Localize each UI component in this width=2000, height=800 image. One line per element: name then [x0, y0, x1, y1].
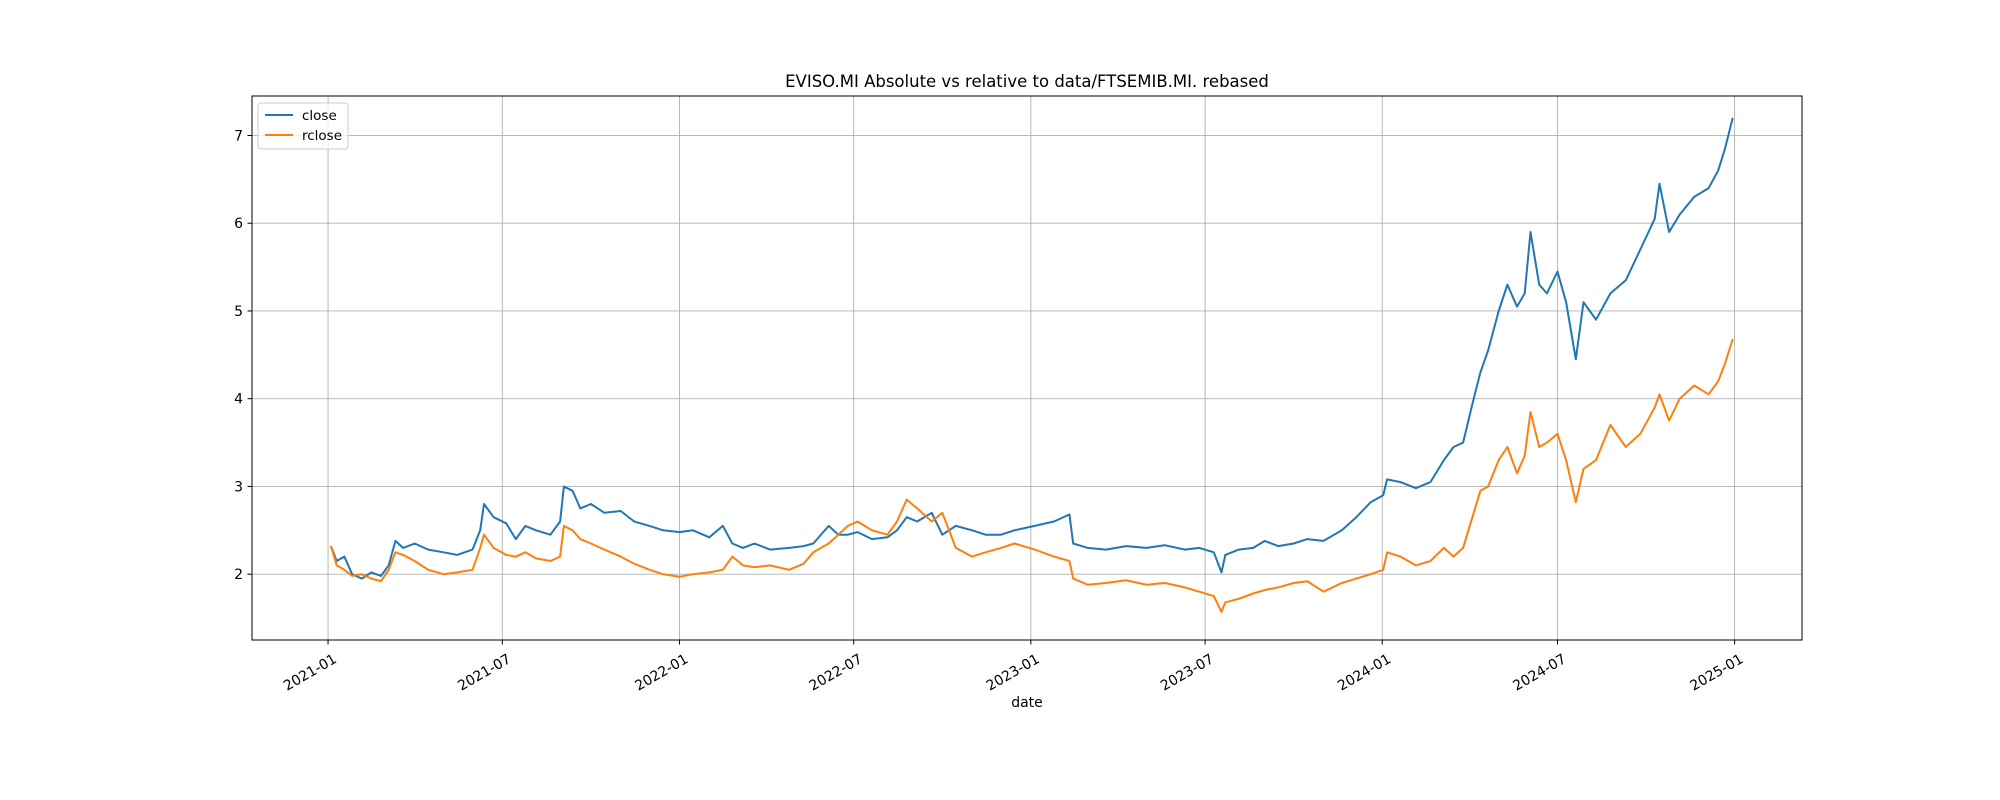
y-tick-label: 7	[234, 128, 243, 144]
grid-lines	[252, 96, 1802, 640]
y-tick-label: 4	[234, 392, 243, 408]
series-line-rclose	[329, 338, 1734, 613]
series-line-close	[329, 117, 1734, 580]
legend-label-close: close	[302, 108, 337, 124]
chart-title: EVISO.MI Absolute vs relative to data/FT…	[785, 72, 1269, 91]
x-axis-label: date	[1011, 695, 1043, 711]
y-tick-label: 2	[234, 567, 243, 583]
y-tick-label: 5	[234, 304, 243, 320]
plot-frame	[251, 95, 1803, 641]
legend-label-rclose: rclose	[302, 128, 342, 144]
y-tick-label: 6	[234, 216, 243, 232]
series-lines	[329, 117, 1734, 613]
legend: close rclose	[257, 102, 349, 150]
y-tick-label: 3	[234, 479, 243, 495]
